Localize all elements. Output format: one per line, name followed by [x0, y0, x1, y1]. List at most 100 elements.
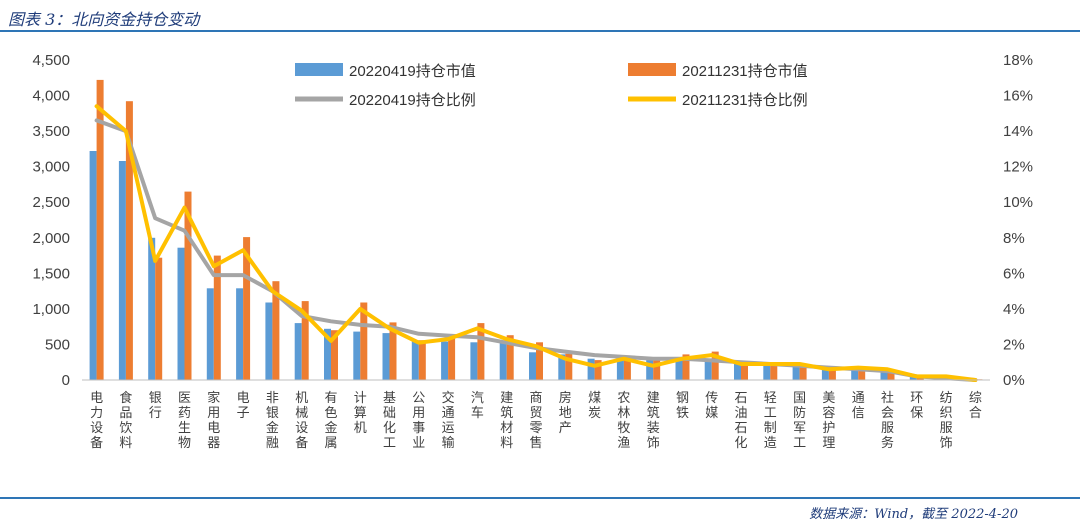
category-label: 钢铁 [676, 391, 689, 421]
category-label: 交通运输 [442, 390, 455, 451]
category-labels: 电力设备 食品饮料 银行 医药生物 家用电器 电子 非银金融 机械设备 有色金属 计算机 基础化工 公… [90, 390, 982, 451]
bar-20220419 [880, 370, 888, 380]
category-label: 房地产 [559, 390, 572, 436]
bar-20211231 [623, 358, 631, 380]
category-label: 公用事业 [412, 391, 425, 451]
bar-20211231 [184, 191, 192, 380]
bar-20220419 [616, 360, 624, 380]
category-label: 电力设备 [90, 391, 103, 451]
category-label: 建筑材料 [500, 391, 513, 451]
bar-20211231 [594, 360, 602, 380]
bar-20211231 [770, 362, 778, 380]
right-tick-label: 12% [1003, 159, 1033, 176]
bar-20220419 [382, 333, 390, 380]
category-label: 基础化工 [383, 391, 396, 451]
category-label: 纺织服饰 [940, 391, 953, 451]
category-label: 建筑装饰 [647, 391, 660, 451]
category-label: 汽车 [471, 391, 484, 421]
bar-20211231 [506, 335, 514, 380]
legend-swatch [295, 63, 343, 76]
bar-20220419 [177, 247, 185, 380]
bar-20211231 [682, 354, 690, 380]
left-tick-label: 500 [45, 336, 70, 353]
bar-20211231 [653, 358, 661, 380]
left-tick-label: 4,500 [32, 52, 70, 69]
bar-20220419 [558, 354, 566, 380]
figure-title: 图表 3：北向资金持仓变动 [8, 10, 200, 29]
bar-20220419 [411, 340, 419, 380]
category-label: 电子 [237, 391, 250, 421]
line-20211231-ratio [94, 104, 978, 382]
category-label: 通信 [852, 391, 865, 421]
right-tick-label: 18% [1003, 52, 1033, 69]
right-tick-label: 6% [1003, 265, 1025, 282]
bar-20211231 [418, 340, 426, 380]
category-label: 石油石化 [734, 391, 747, 451]
bar-20211231 [887, 370, 895, 380]
category-label: 轻工制造 [764, 391, 777, 451]
bar-20211231 [858, 368, 866, 380]
bar-20220419 [704, 358, 712, 380]
left-tick-label: 3,500 [32, 123, 70, 140]
bar-20211231 [301, 301, 309, 380]
bar-20220419 [734, 362, 741, 380]
bar-20220419 [206, 288, 214, 380]
category-label: 机械设备 [295, 391, 308, 451]
bar-20220419 [587, 358, 595, 380]
footer-rule [0, 497, 1080, 499]
bar-20211231 [243, 237, 251, 380]
right-tick-label: 2% [1003, 336, 1025, 353]
bar-20220419 [763, 363, 771, 380]
category-label: 食品饮料 [119, 390, 132, 451]
bar-20220419 [236, 288, 244, 380]
category-label: 有色金属 [324, 391, 337, 451]
left-tick-label: 0 [62, 372, 70, 389]
bar-20220419 [441, 341, 449, 380]
bar-20220419 [118, 161, 126, 380]
left-tick-label: 4,000 [32, 88, 70, 105]
right-tick-label: 10% [1003, 194, 1033, 211]
bar-20220419 [470, 342, 478, 380]
chart-legend: 20220419持仓市值 20211231持仓市值 20220419持仓比例 2021… [295, 63, 808, 109]
right-tick-label: 0% [1003, 372, 1025, 389]
bar-20211231 [711, 351, 719, 380]
right-tick-label: 4% [1003, 301, 1025, 318]
bar-series [89, 79, 983, 381]
right-axis-ticks: 18% 16% 14% 12% 10% 8% 6% 4% 2% 0% [1003, 52, 1033, 389]
legend-label: 20220419持仓比例 [349, 92, 476, 109]
bar-20220419 [646, 360, 654, 380]
left-tick-label: 2,500 [32, 194, 70, 211]
category-label: 国防军工 [793, 391, 806, 451]
bar-20211231 [96, 79, 104, 381]
bar-20220419 [148, 237, 156, 380]
left-axis-ticks: 4,500 4,000 3,500 3,000 2,500 2,000 1,500 1,000… [32, 52, 70, 389]
bar-20220419 [529, 352, 536, 380]
bar-20211231 [389, 322, 397, 380]
right-tick-label: 16% [1003, 88, 1033, 105]
bar-20211231 [477, 323, 485, 380]
bar-20211231 [565, 353, 573, 380]
bar-20211231 [213, 255, 221, 380]
bar-20211231 [155, 257, 163, 380]
category-label: 煤炭 [588, 391, 601, 421]
legend-swatch [628, 63, 676, 76]
bar-20220419 [353, 331, 361, 380]
category-label: 计算机 [354, 391, 367, 436]
header-rule [0, 30, 1080, 32]
category-label: 家用电器 [207, 390, 220, 451]
bar-20220419 [792, 365, 800, 380]
bar-20220419 [89, 151, 97, 380]
bar-20211231 [536, 342, 543, 380]
bar-20211231 [799, 364, 807, 380]
left-tick-label: 2,000 [32, 230, 70, 247]
bar-20211231 [360, 302, 368, 380]
category-label: 综合 [969, 391, 982, 421]
left-tick-label: 1,500 [32, 265, 70, 282]
bar-20220419 [675, 360, 683, 380]
bar-20220419 [324, 328, 331, 380]
right-tick-label: 8% [1003, 230, 1025, 247]
category-label: 农林牧渔 [617, 391, 630, 451]
category-label: 医药生物 [178, 391, 191, 451]
bar-20211231 [828, 367, 836, 380]
bar-20220419 [909, 375, 917, 380]
